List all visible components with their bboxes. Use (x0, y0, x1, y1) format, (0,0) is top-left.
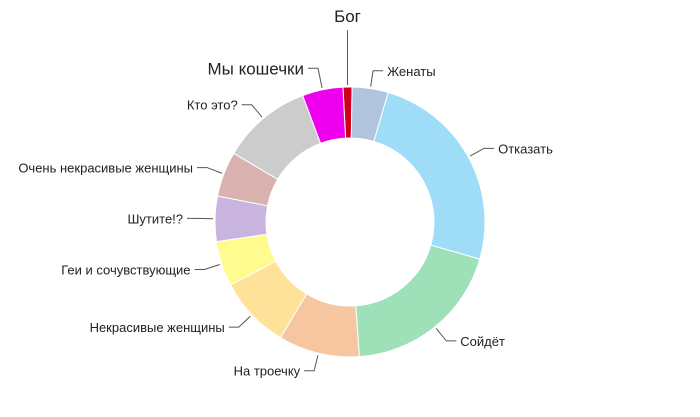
slice-label-3: Сойдёт (460, 334, 505, 349)
leader-line-5 (228, 315, 251, 328)
labels-group: Бог Женаты Отказать Сойдёт На троечку Некраси… (18, 7, 553, 379)
leader-line-10 (308, 67, 323, 88)
leader-line-1 (370, 70, 384, 87)
leader-line-2 (469, 147, 495, 157)
leader-line-4 (304, 355, 319, 372)
slice-label-4: На троечку (234, 364, 301, 379)
leader-line-6 (194, 264, 220, 270)
slice-label-10: Мы кошечки (207, 59, 304, 78)
slice-label-6: Геи и сочувствующие (61, 262, 190, 277)
donut-slice-2 (373, 91, 486, 260)
slice-label-7: Шутите!? (128, 211, 184, 226)
slices-group (214, 86, 486, 358)
slice-label-0: Бог (334, 7, 361, 26)
slice-label-1: Женаты (387, 64, 436, 79)
slice-label-8: Очень некрасивые женщины (18, 161, 193, 176)
donut-slice-10 (302, 86, 347, 144)
slice-label-2: Отказать (498, 141, 553, 156)
slice-label-9: Кто это? (187, 98, 238, 113)
leader-line-9 (241, 104, 263, 118)
leader-line-3 (435, 328, 457, 342)
leader-line-8 (197, 167, 223, 174)
leader-lines-group (187, 30, 495, 372)
slice-label-5: Некрасивые женщины (90, 320, 225, 335)
